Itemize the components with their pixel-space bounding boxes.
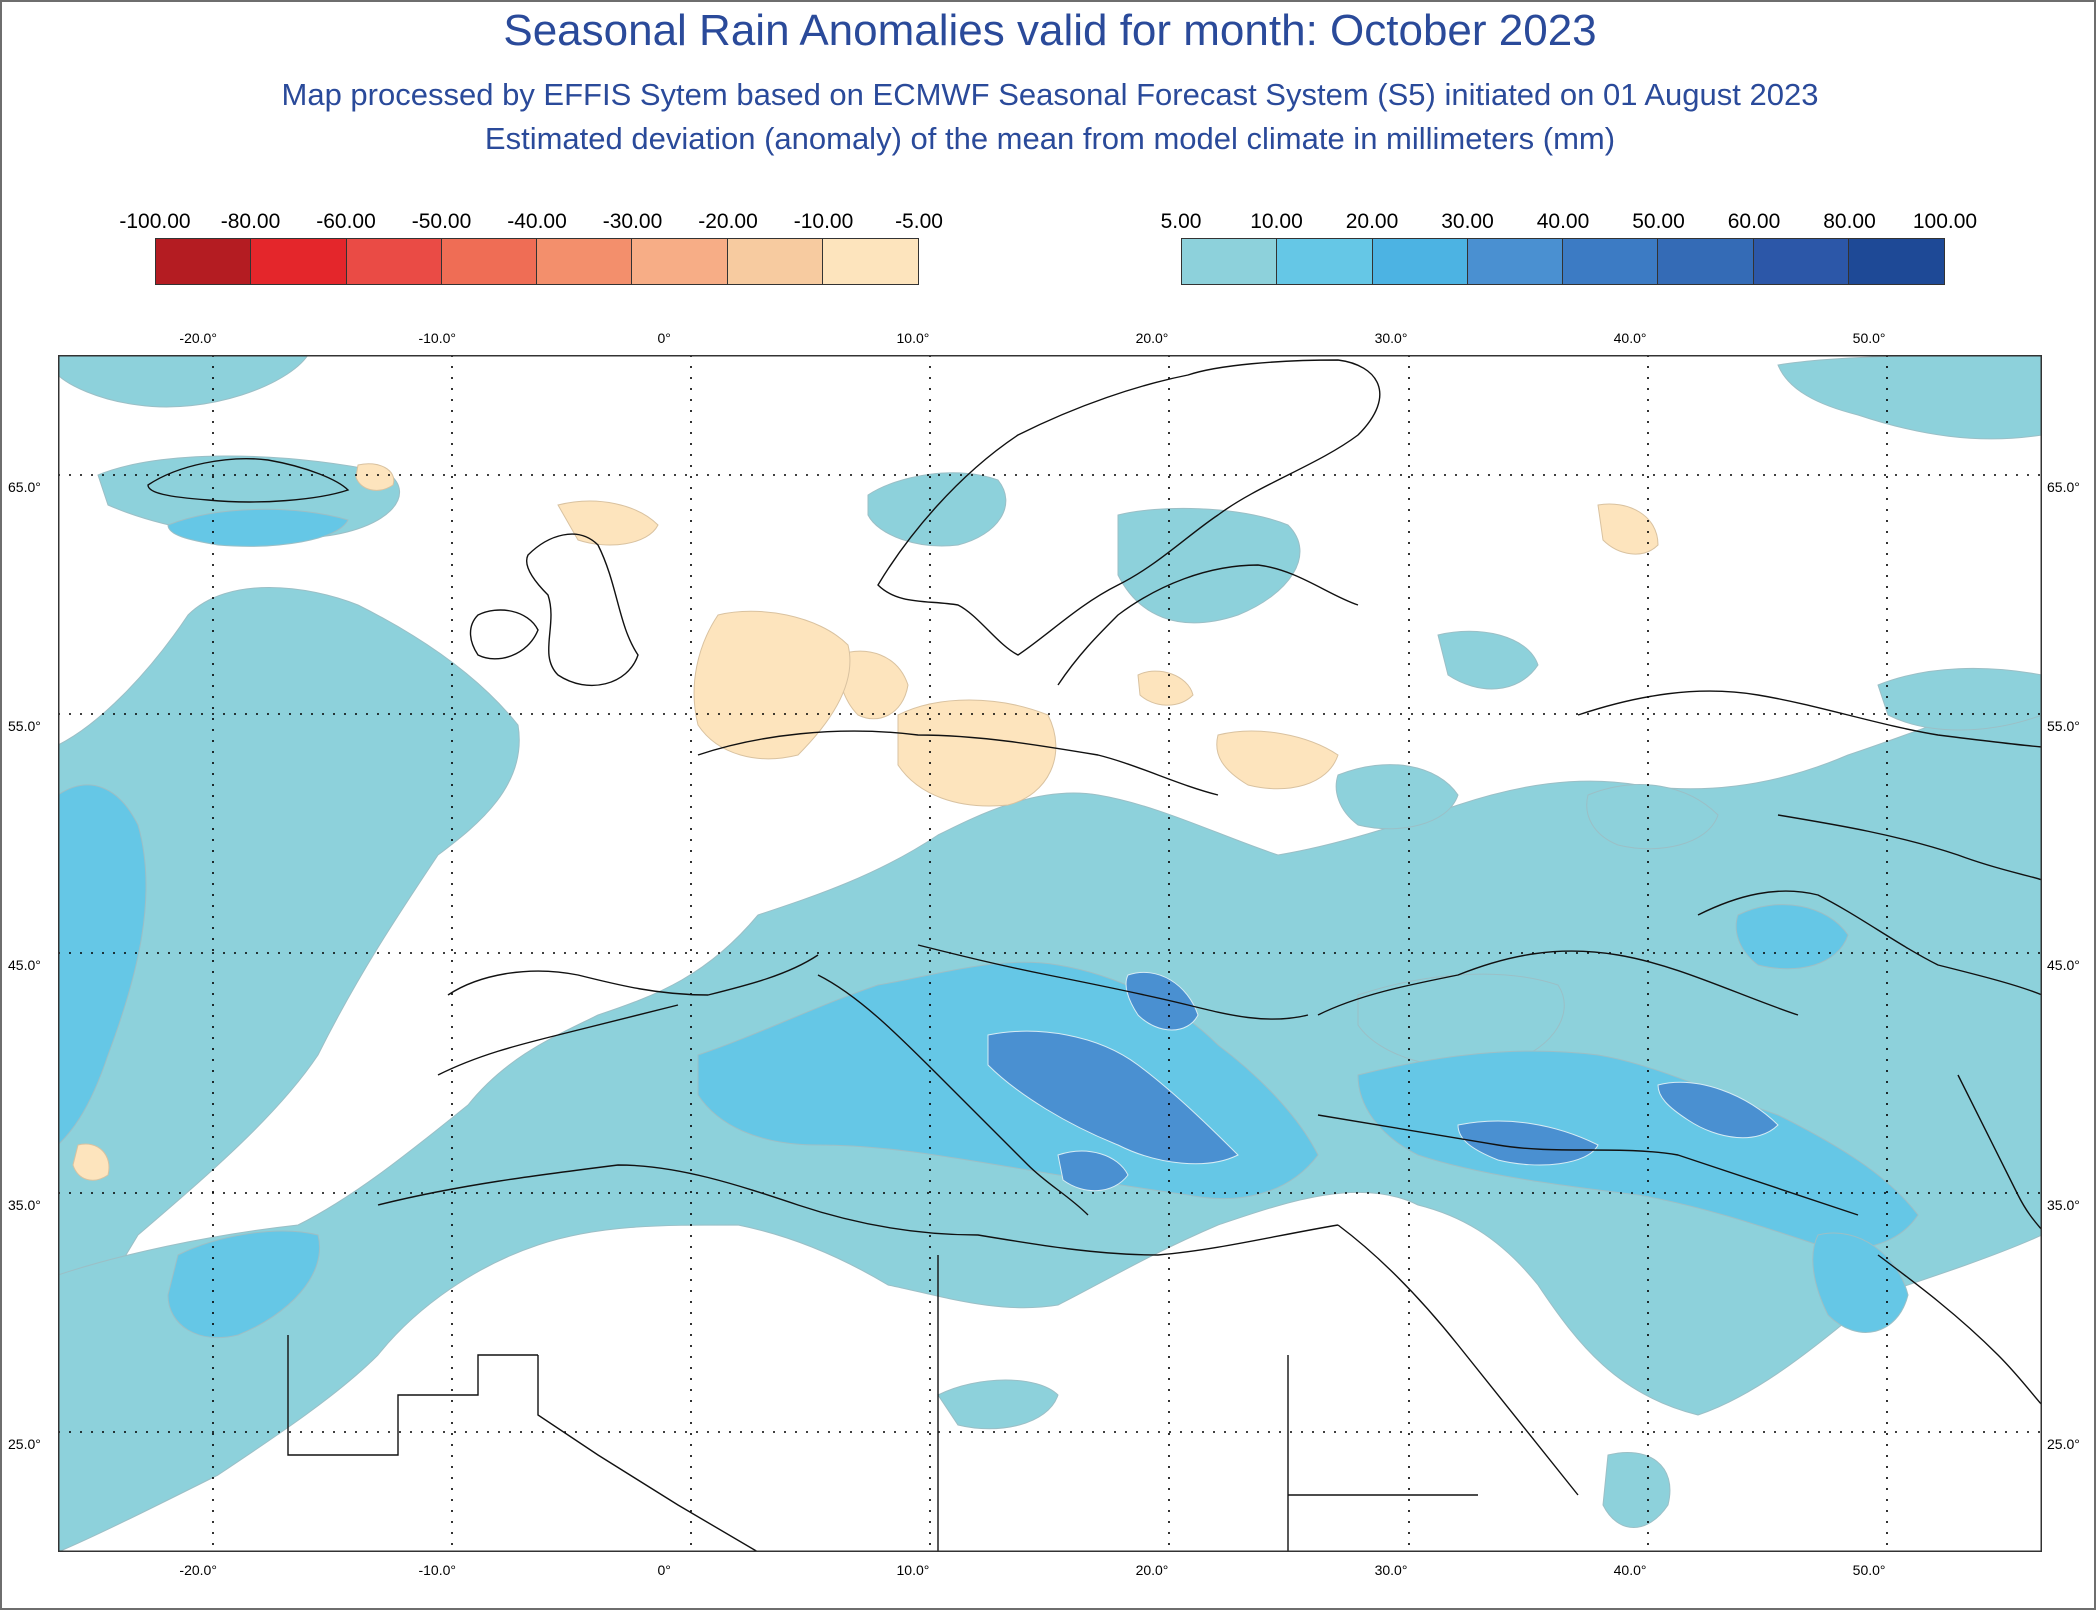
map-subtitle-source: Map processed by EFFIS Sytem based on EC…: [281, 77, 1819, 112]
longitude-tick-label: 30.0°: [1374, 1562, 1408, 1578]
latitude-tick-label: 35.0°: [2047, 1196, 2080, 1213]
legend-swatch: [1182, 239, 1278, 284]
legend-swatch: [1372, 239, 1468, 284]
longitude-tick-label: 20.0°: [1135, 330, 1169, 346]
rain-anomaly-map[interactable]: -20.0° -20.0° -10.0° -10.0° 0° 0° 10.0° 10.0° 20…: [8, 330, 2080, 1578]
legend-negative-anomaly: -100.00 -80.00 -60.00 -50.00 -40.00 -30.00 -20…: [119, 210, 943, 290]
longitude-tick-label: 0°: [657, 330, 671, 346]
latitude-tick-label: 45.0°: [8, 957, 41, 974]
legend-label: 30.00: [1441, 210, 1494, 233]
longitude-tick-label: -20.0°: [179, 1562, 217, 1578]
legend-swatch: [1658, 239, 1754, 284]
positive-anomaly-20-40: [987, 971, 1779, 1192]
legend-swatch: [1467, 239, 1563, 284]
longitude-tick-label: -20.0°: [179, 330, 217, 346]
legend-label: -40.00: [507, 210, 567, 233]
legend-label: 80.00: [1823, 210, 1876, 233]
map-title: Seasonal Rain Anomalies valid for month:…: [503, 6, 1597, 55]
coastlines-and-borders: [147, 359, 2042, 1552]
legend-label: -20.00: [698, 210, 758, 233]
latitude-tick-label: 25.0°: [2047, 1436, 2080, 1453]
latitude-tick-label: 55.0°: [8, 718, 41, 735]
legend-label: -5.00: [895, 210, 943, 233]
legend-label: 10.00: [1250, 210, 1303, 233]
legend-swatch: [727, 239, 823, 284]
map-canvas[interactable]: [58, 355, 2042, 1552]
legend-positive-labels: 5.00 10.00 20.00 30.00 40.00 50.00 60.00 80.00 1…: [1161, 210, 1978, 238]
latitude-tick-label: 45.0°: [2047, 957, 2080, 974]
longitude-tick-label: 10.0°: [896, 330, 930, 346]
legend-negative-labels: -100.00 -80.00 -60.00 -50.00 -40.00 -30.00 -20…: [119, 210, 943, 238]
legend-swatch: [1277, 239, 1373, 284]
legend-swatch: [632, 239, 728, 284]
negative-anomaly-5-10: [72, 463, 1659, 1181]
legend-label: 40.00: [1536, 210, 1590, 233]
legend-swatch: [251, 239, 347, 284]
legend-swatch: [822, 239, 918, 284]
map-border: [58, 355, 2042, 1552]
longitude-tick-label: 20.0°: [1135, 1562, 1169, 1578]
latitude-tick-label: 55.0°: [2047, 718, 2080, 735]
legend-label: -10.00: [793, 210, 854, 233]
latitude-tick-label: 65.0°: [8, 478, 41, 495]
legend-label: -100.00: [119, 210, 191, 233]
longitude-tick-label: 50.0°: [1852, 1562, 1886, 1578]
longitude-tick-label: 30.0°: [1374, 330, 1408, 346]
map-subtitle-units: Estimated deviation (anomaly) of the mea…: [484, 121, 1616, 156]
legend-swatch: [1563, 239, 1659, 284]
latitude-tick-label: 65.0°: [2047, 478, 2080, 495]
legend-swatch: [1753, 239, 1849, 284]
latitude-tick-label: 35.0°: [8, 1196, 41, 1213]
legend-swatch: [156, 239, 252, 284]
longitude-tick-label: -10.0°: [418, 1562, 456, 1578]
legend-swatch: [441, 239, 537, 284]
graticule: [58, 355, 2042, 1552]
legend-label: 60.00: [1727, 210, 1781, 233]
legend-label: -60.00: [316, 210, 376, 233]
legend-positive-anomaly: 5.00 10.00 20.00 30.00 40.00 50.00 60.00 80.00 1…: [1161, 210, 1978, 290]
legend-label: 5.00: [1160, 210, 1202, 233]
longitude-tick-label: 40.0°: [1613, 330, 1647, 346]
legend-swatch: [1848, 239, 1944, 284]
legend-swatch: [537, 239, 633, 284]
legend-positive-colorbar: [1181, 238, 1945, 285]
longitude-tick-label: 10.0°: [896, 1562, 930, 1578]
longitude-tick-label: 0°: [657, 1562, 671, 1578]
legend-negative-colorbar: [155, 238, 919, 285]
longitude-tick-label: 40.0°: [1613, 1562, 1647, 1578]
legend-label: -30.00: [602, 210, 663, 233]
legend-label: 50.00: [1632, 210, 1685, 233]
legend-label: 100.00: [1912, 210, 1978, 233]
latitude-tick-label: 25.0°: [8, 1436, 41, 1453]
legend-label: -80.00: [220, 210, 281, 233]
legend-swatch: [346, 239, 442, 284]
longitude-tick-label: -10.0°: [418, 330, 456, 346]
longitude-tick-label: 50.0°: [1852, 330, 1886, 346]
legend-label: -50.00: [411, 210, 472, 233]
legend-label: 20.00: [1345, 210, 1399, 233]
